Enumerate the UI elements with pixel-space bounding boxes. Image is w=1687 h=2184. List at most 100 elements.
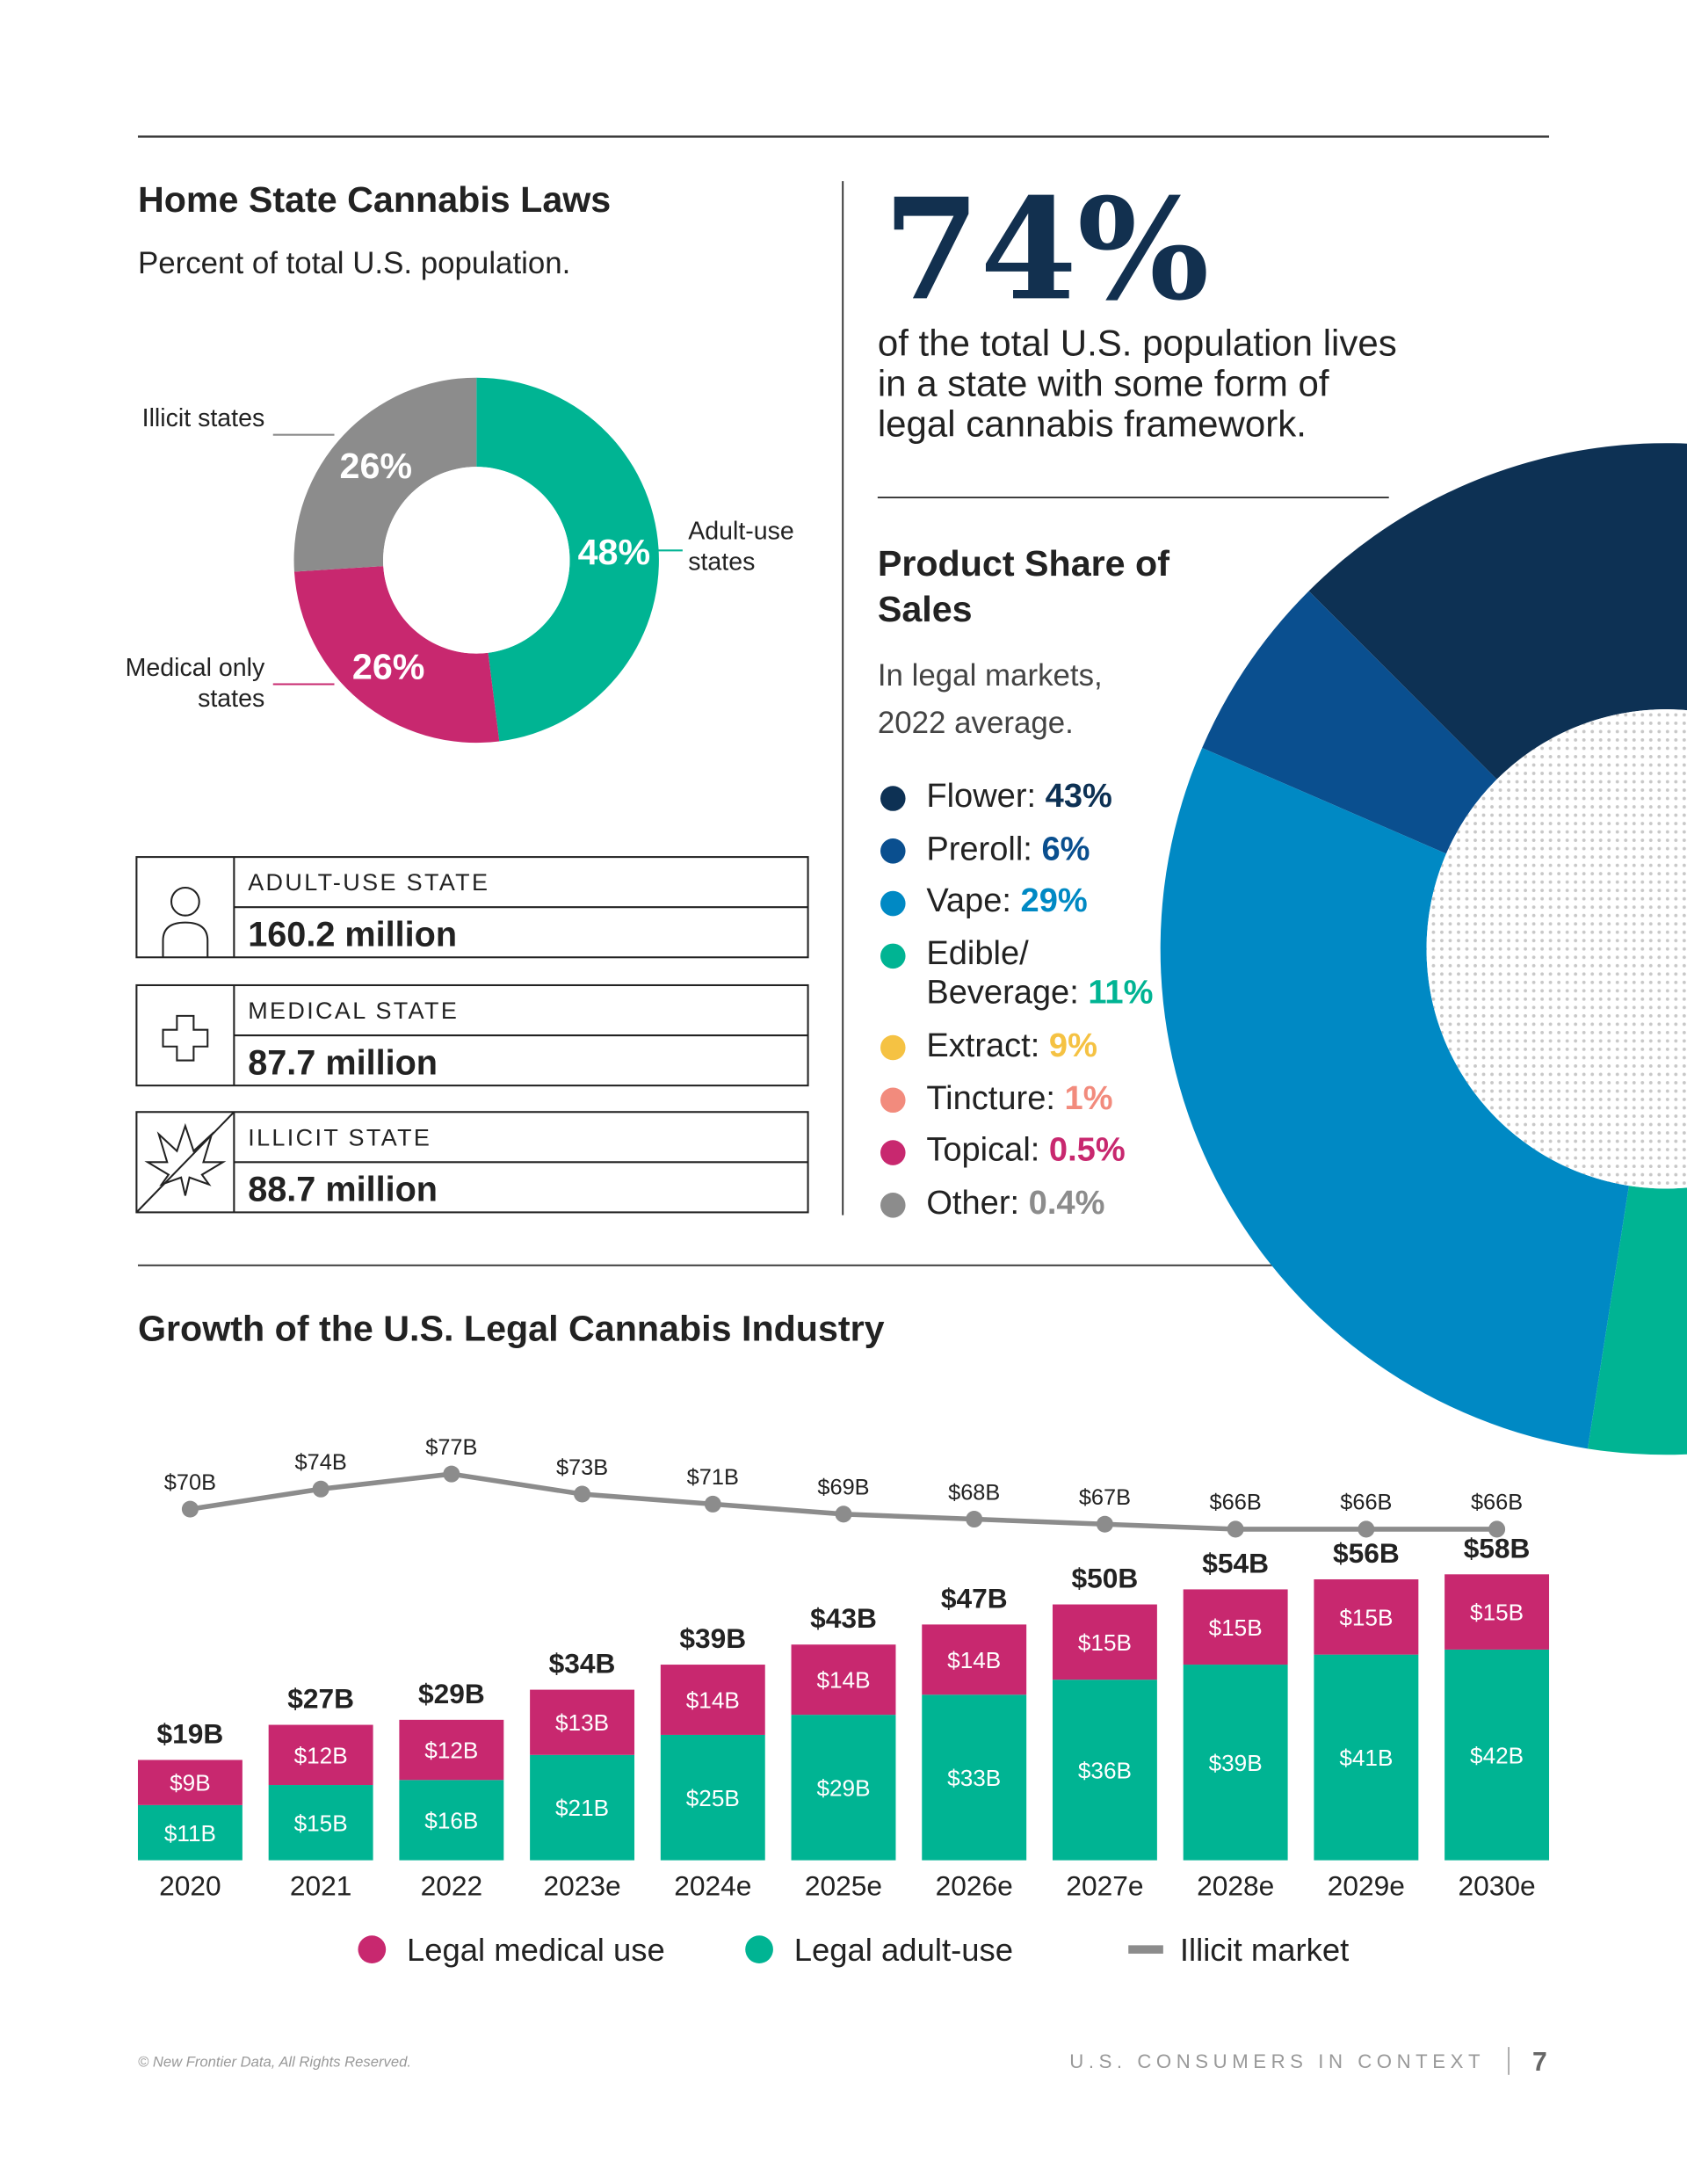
line-label: $73B [556,1455,608,1480]
bar-segment [1052,1604,1157,1680]
section-title-box: Product Share of Sales [878,542,1169,630]
highlight-value: 74% [883,168,1209,331]
highlight-text: of the total U.S. population lives in a … [877,323,1397,445]
line-label: $71B [687,1465,739,1490]
segment-label: $25B [686,1785,740,1811]
category-label: Medical only states [125,653,265,713]
line-point [835,1506,852,1523]
donut-hole [1426,709,1687,1189]
legend-category: Edible/ Beverage: [926,935,1079,1012]
section-subtitle: Percent of total U.S. population. [138,246,570,280]
bar-segment [1314,1654,1419,1861]
segment-label: $12B [294,1742,348,1768]
bar-segment [1183,1589,1288,1665]
total-label: $56B [1333,1537,1400,1569]
segment-label: $33B [947,1765,1001,1791]
line-point [704,1495,721,1513]
bar-segment [660,1665,765,1735]
total-label: $50B [1072,1563,1139,1594]
x-tick-label: 2030e [1459,1869,1536,1901]
x-tick-label: 2029e [1328,1869,1405,1901]
bar-segment [137,1760,243,1805]
legend-entry: Preroll: 6% [926,830,1160,868]
slice-label: 48% [578,532,651,572]
donut-slice [1587,1186,1687,1455]
segment-label: $15B [1339,1604,1393,1630]
x-tick-label: 2025e [805,1869,882,1901]
section-title: Growth of the U.S. Legal Cannabis Indust… [138,1308,885,1348]
legend-category: Vape: [926,882,1011,921]
legend-swatch [880,838,906,864]
legend-label: Illicit market [1180,1932,1349,1968]
slice-label: 26% [352,647,425,687]
x-tick-label: 2024e [674,1869,751,1901]
bar-segment [530,1754,635,1861]
section-subtitle: In legal markets, 2022 average. [877,657,1103,740]
legend-entry: Other: 0.4% [926,1185,1160,1223]
line-label: $77B [425,1435,477,1460]
x-tick-label: 2022 [421,1869,482,1901]
donut-slice [476,377,659,742]
bar-segment [791,1715,896,1861]
stat-label: MEDICAL STATE [248,998,459,1024]
stat-label: ADULT-USE STATE [248,869,489,896]
legend-label: Legal medical use [407,1932,665,1968]
donut-slice [1160,747,1629,1449]
legend-entry: Vape: 29% [926,882,1160,921]
legend-swatch [880,1193,906,1218]
legend-swatch [880,1034,906,1061]
x-tick-label: 2026e [936,1869,1013,1901]
category-label: Illicit states [141,403,265,432]
line-point [1358,1520,1375,1538]
bar-segment [1314,1579,1419,1655]
stat-label: ILLICIT STATE [248,1124,431,1150]
line-label: $68B [948,1480,1000,1505]
line-point [312,1480,329,1498]
legend-value: 9% [1048,1027,1097,1065]
segment-label: $42B [1470,1742,1524,1768]
bar-segment [791,1644,896,1716]
legend-value: 0.5% [1048,1131,1126,1170]
line-label: $74B [295,1450,347,1475]
segment-label: $9B [170,1770,211,1796]
legend-entry-box: Topical: 0.5% [926,1131,1126,1170]
segment-label: $12B [424,1738,478,1764]
segment-label: $16B [424,1807,478,1833]
bar-segment [922,1694,1027,1861]
donut-slice [293,566,500,744]
bar-segment [1183,1665,1288,1861]
segment-label: $15B [1209,1614,1263,1641]
category-label-box: Adult-use states [688,517,794,576]
line-point [1488,1520,1506,1538]
bar-segment [268,1785,373,1861]
line-point [574,1485,591,1503]
segment-label: $41B [1339,1745,1393,1771]
segment-label: $36B [1078,1757,1132,1783]
bar-segment [399,1780,504,1861]
x-tick-label: 2020 [159,1869,221,1901]
total-label: $39B [679,1622,746,1654]
bar-segment [1052,1680,1157,1861]
segment-label: $21B [555,1795,609,1821]
x-tick-label: 2028e [1197,1869,1274,1901]
segment-label: $29B [816,1774,870,1801]
line-point [1227,1520,1244,1538]
line-label: $66B [1340,1491,1392,1515]
legend-swatch [880,943,906,969]
donut-slice [293,377,477,572]
segment-label: $15B [294,1810,348,1836]
legend-entry: Edible/ Beverage: 11% [926,935,1160,1013]
legend-entry: Tincture: 1% [926,1079,1160,1118]
legend-value: 29% [1020,882,1088,921]
copyright: © New Frontier Data, All Rights Reserved… [138,2053,411,2070]
total-label: $19B [157,1717,224,1749]
bar-segment [660,1734,765,1861]
category-label-box: Medical only states [125,653,265,713]
legend-entry-box: Edible/ Beverage: 11% [926,935,1160,1013]
total-label: $43B [810,1602,877,1634]
legend-value: 6% [1041,830,1090,868]
line-label: $67B [1079,1485,1131,1510]
highlight-text-box: of the total U.S. population lives in a … [877,323,1397,445]
